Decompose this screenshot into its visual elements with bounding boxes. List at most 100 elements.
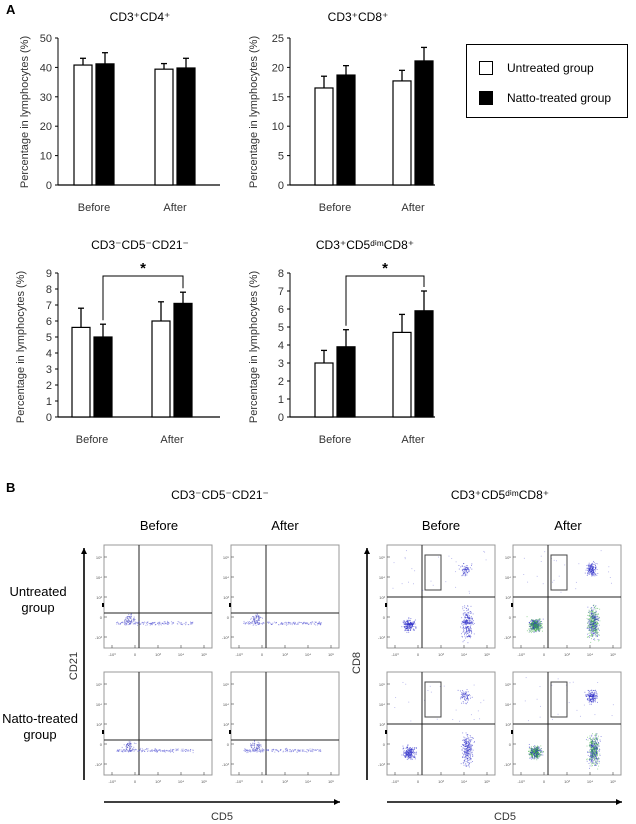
event-dot <box>540 555 542 557</box>
row-label-untreated-line2: group <box>21 600 55 615</box>
event-dot <box>249 749 251 751</box>
event-dot <box>538 630 540 632</box>
event-dot <box>531 750 533 752</box>
event-dot <box>410 754 412 756</box>
event-dot <box>467 754 469 756</box>
event-dot <box>468 740 469 742</box>
event-dot <box>405 625 407 627</box>
event-dot <box>598 758 600 759</box>
event-dot <box>533 751 535 753</box>
event-dot <box>587 751 589 753</box>
event-dot <box>406 755 408 757</box>
event-dot <box>589 699 591 701</box>
event-dot <box>190 623 191 625</box>
event-dot <box>161 623 163 624</box>
event-dot <box>466 629 467 630</box>
event-dot <box>539 624 541 626</box>
event-dot <box>408 629 410 631</box>
event-dot <box>299 750 301 751</box>
event-dot <box>538 626 540 628</box>
event-dot <box>294 621 296 623</box>
event-dot <box>286 748 288 750</box>
event-dot <box>540 627 542 629</box>
event-dot <box>120 621 122 623</box>
event-dot <box>469 758 471 760</box>
event-dot <box>254 742 256 744</box>
event-dot <box>267 622 269 623</box>
event-dot <box>591 754 593 756</box>
event-dot <box>596 761 598 763</box>
event-dot <box>409 626 411 628</box>
event-dot <box>589 698 591 700</box>
event-dot <box>594 694 596 695</box>
event-dot <box>590 752 592 754</box>
event-dot <box>294 623 295 625</box>
event-dot <box>472 738 474 739</box>
event-dot <box>464 622 466 624</box>
event-dot <box>531 627 533 629</box>
event-dot <box>143 622 145 624</box>
event-dot <box>311 622 313 624</box>
event-dot <box>471 568 473 570</box>
event-dot <box>536 748 538 750</box>
flow-axis-marker <box>229 603 231 607</box>
event-dot <box>589 619 591 621</box>
event-dot <box>593 748 594 749</box>
event-dot <box>537 745 539 747</box>
event-dot <box>256 619 258 621</box>
legend-label-untreated: Untreated group <box>507 61 594 75</box>
event-dot <box>591 565 593 567</box>
event-dot <box>260 617 262 619</box>
event-dot <box>464 691 466 693</box>
event-dot <box>254 740 255 742</box>
event-dot <box>592 635 594 637</box>
event-dot <box>465 756 467 758</box>
event-dot <box>132 748 134 750</box>
event-dot <box>406 754 408 756</box>
event-dot <box>587 572 589 574</box>
event-dot <box>401 583 403 585</box>
event-dot <box>254 750 255 752</box>
event-dot <box>465 741 467 743</box>
event-dot <box>540 749 542 751</box>
event-dot <box>590 635 591 637</box>
event-dot <box>297 623 299 625</box>
event-dot <box>291 751 293 753</box>
event-dot <box>593 632 595 634</box>
event-dot <box>593 694 594 696</box>
event-dot <box>413 747 415 749</box>
y-tick-label: 3 <box>46 364 52 376</box>
event-dot <box>257 615 259 617</box>
event-dot <box>181 748 183 750</box>
event-dot <box>414 754 416 756</box>
event-dot <box>290 751 292 753</box>
event-dot <box>159 621 161 623</box>
event-dot <box>538 750 539 752</box>
event-dot <box>464 739 466 741</box>
event-dot <box>594 620 595 621</box>
event-dot <box>589 572 591 574</box>
event-dot <box>129 744 131 746</box>
event-dot <box>589 757 591 759</box>
event-dot <box>247 751 249 753</box>
event-dot <box>408 752 410 754</box>
event-dot <box>535 623 537 625</box>
event-dot <box>595 615 596 617</box>
event-dot <box>529 758 531 760</box>
event-dot <box>466 567 468 569</box>
event-dot <box>462 752 463 754</box>
event-dot <box>463 739 465 741</box>
flow-plot-frame <box>103 671 213 776</box>
event-dot <box>470 741 471 743</box>
event-dot <box>593 692 595 694</box>
event-dot <box>589 621 591 623</box>
event-dot <box>595 758 597 760</box>
significance-bracket <box>345 275 425 326</box>
event-dot <box>254 619 256 621</box>
event-dot <box>593 749 595 751</box>
event-dot <box>129 616 131 618</box>
event-dot <box>592 621 594 623</box>
event-dot <box>592 625 593 627</box>
event-dot <box>530 626 532 628</box>
event-dot <box>592 562 594 564</box>
